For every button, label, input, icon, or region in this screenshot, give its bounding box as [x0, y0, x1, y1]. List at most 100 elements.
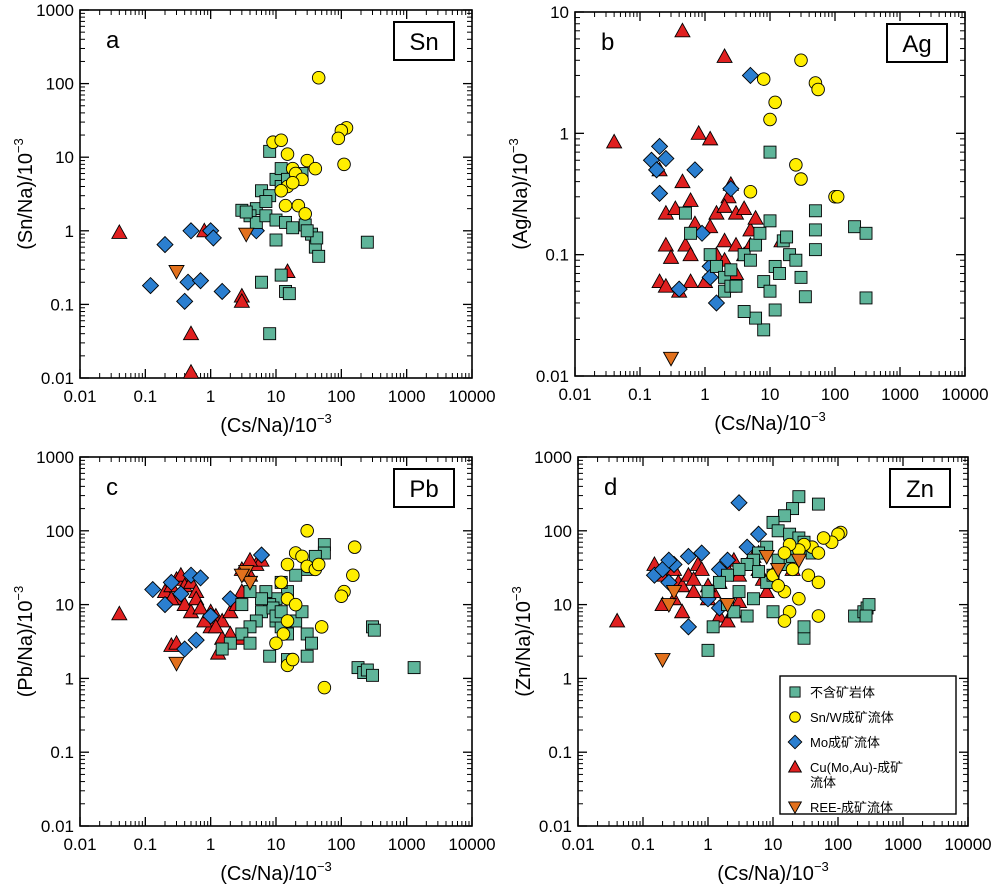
x-tick-label: 10000	[448, 835, 495, 854]
x-tick-label: 100	[327, 835, 355, 854]
y-tick-label: 1	[65, 222, 74, 241]
y-tick-label: 0.1	[545, 246, 569, 265]
point-snw	[280, 614, 295, 628]
point-barren	[777, 509, 791, 523]
point-snw	[280, 557, 295, 572]
point-ree	[662, 351, 680, 367]
x-axis-label-exponent: −3	[811, 409, 826, 424]
x-axis-label: (Cs/Na)/10−3	[714, 409, 826, 435]
x-tick-label: 10	[267, 387, 286, 406]
point-ree	[168, 656, 185, 672]
point-mo	[187, 631, 205, 649]
x-tick-label: 100	[327, 387, 355, 406]
point-mo	[221, 590, 239, 608]
point-barren	[701, 643, 715, 657]
x-axis-label-exponent: −3	[814, 859, 829, 874]
y-tick-label: 0.01	[539, 817, 572, 836]
point-snw	[278, 198, 293, 213]
point-barren	[684, 226, 698, 240]
point-barren	[255, 275, 268, 289]
y-tick-label: 10	[55, 596, 74, 615]
point-cu	[747, 209, 764, 225]
point-barren	[366, 668, 379, 682]
point-barren	[703, 248, 717, 262]
x-tick-label: 0.1	[134, 835, 158, 854]
point-cu	[758, 583, 775, 599]
point-barren	[732, 585, 746, 599]
point-barren	[712, 575, 726, 589]
legend-frame	[779, 675, 957, 815]
point-cu	[682, 191, 699, 207]
point-snw	[274, 575, 288, 590]
point-snw	[308, 161, 323, 176]
point-mo	[650, 184, 669, 203]
point-barren	[310, 231, 324, 245]
point-barren	[249, 215, 263, 229]
legend-label-snw: Sn/W成矿流体	[810, 710, 894, 725]
point-mo	[749, 525, 768, 543]
point-cu	[176, 596, 193, 612]
point-mo	[204, 229, 223, 247]
point-barren	[768, 303, 782, 317]
x-tick-label: 1000	[881, 385, 919, 404]
point-snw	[311, 557, 326, 572]
point-barren	[274, 268, 288, 282]
point-barren	[811, 497, 825, 511]
point-cu	[716, 197, 733, 213]
point-barren	[752, 565, 766, 579]
y-tick-label: 10	[553, 596, 572, 615]
x-tick-label: 10000	[448, 387, 495, 406]
point-ree	[654, 653, 671, 668]
point-cu	[682, 273, 699, 289]
point-cu	[182, 325, 200, 341]
legend-marker-snw	[789, 711, 801, 723]
element-box	[393, 468, 455, 508]
point-barren	[243, 636, 257, 650]
x-axis-label-exponent: −3	[317, 411, 332, 426]
point-barren	[407, 661, 421, 675]
y-tick-label: 10	[55, 148, 74, 167]
y-tick-label: 1	[563, 669, 572, 688]
point-snw	[792, 592, 806, 606]
y-tick-label: 0.01	[41, 369, 74, 388]
point-snw	[285, 652, 300, 667]
y-axis-label-exponent: −3	[11, 138, 26, 153]
point-snw	[311, 71, 326, 85]
point-snw	[768, 95, 782, 110]
x-tick-label: 0.01	[63, 835, 96, 854]
point-barren	[808, 204, 822, 218]
point-barren	[678, 206, 692, 220]
point-barren	[797, 631, 811, 645]
point-snw	[811, 575, 826, 590]
x-tick-label: 100	[821, 385, 849, 404]
x-tick-label: 100	[824, 835, 852, 854]
point-barren	[753, 226, 767, 240]
point-cu	[716, 232, 733, 248]
point-barren	[737, 305, 751, 318]
x-tick-label: 10	[764, 835, 783, 854]
point-mo	[202, 607, 220, 625]
point-mo	[730, 494, 748, 512]
y-axis-label-exponent: −3	[506, 138, 521, 153]
legend-label-barren: 不含矿岩体	[810, 685, 875, 700]
x-tick-label: 10	[267, 835, 286, 854]
point-snw	[298, 207, 312, 221]
y-tick-label: 1000	[36, 448, 74, 467]
panel-c: 0.01 0.1 1 10 100 1000 10000 0.01 0.1 1 10 100 1000 (…	[11, 448, 496, 885]
point-barren	[235, 598, 249, 612]
point-cu	[735, 200, 753, 215]
point-barren	[367, 623, 381, 637]
y-axis-label: (Pb/Na)/10−3	[11, 586, 37, 698]
point-barren	[274, 605, 288, 619]
panel-letter: b	[601, 29, 614, 56]
point-mo	[141, 276, 160, 295]
point-snw	[300, 524, 314, 538]
point-cu	[207, 618, 225, 634]
point-cu	[111, 605, 128, 621]
point-cu	[682, 246, 699, 262]
point-barren	[312, 249, 326, 263]
point-cu	[662, 248, 680, 264]
x-tick-label: 10000	[941, 385, 988, 404]
point-barren	[274, 162, 288, 176]
point-mo	[657, 149, 675, 168]
